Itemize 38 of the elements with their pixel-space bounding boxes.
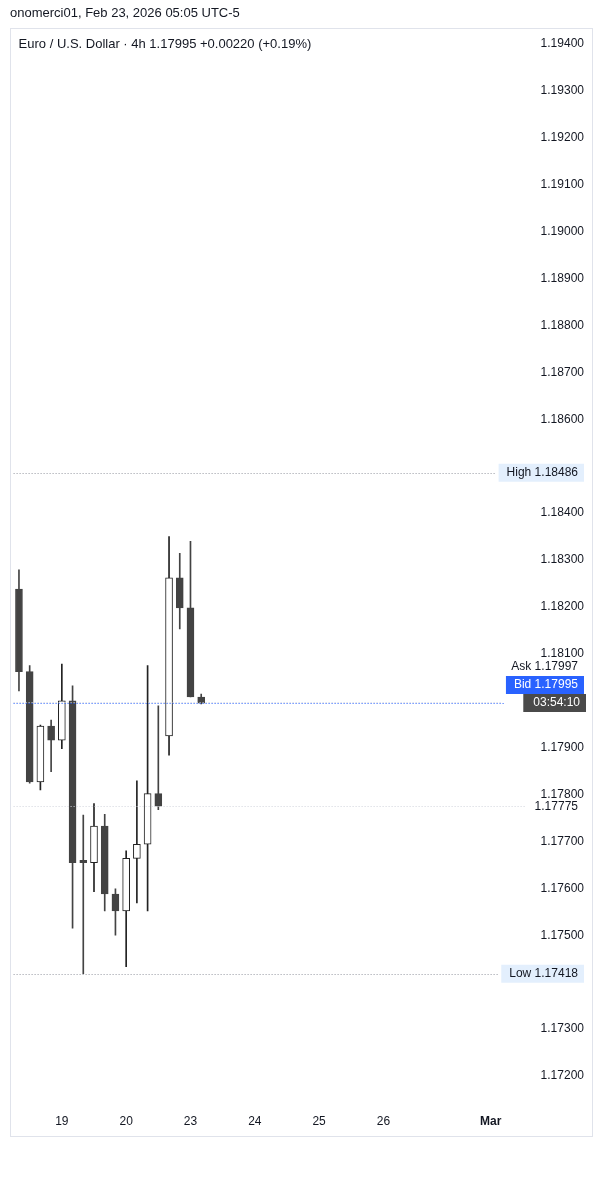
y-tick-label: 1.18700: [540, 364, 585, 379]
y-tick-label: 1.17300: [540, 1021, 585, 1036]
text: onomerci01, Feb 23, 2026 05:05 UTC-5: [10, 5, 240, 21]
x-tick-label: 24: [248, 1113, 262, 1128]
y-tick-label: 1.17700: [540, 833, 585, 848]
y-tick-label: 1.18100: [540, 646, 585, 661]
y-tick-label: 1.19100: [540, 177, 585, 192]
ref-line-label: Bid 1.17995: [513, 677, 579, 692]
y-tick-label: 1.19400: [540, 36, 585, 51]
x-tick-label: 25: [312, 1113, 327, 1128]
x-tick-label: 23: [183, 1113, 198, 1128]
x-tick-label: Mar: [479, 1113, 502, 1128]
y-tick-label: 1.19000: [540, 223, 585, 238]
y-tick-label: 1.17200: [540, 1068, 585, 1083]
y-tick-label: 1.19300: [540, 83, 585, 98]
candlestick: [154, 705, 163, 810]
y-tick-label: 1.18800: [540, 317, 585, 332]
y-tick-label: 1.17800: [540, 786, 585, 801]
y-tick-label: 1.17500: [540, 927, 585, 942]
x-tick-label: 19: [55, 1113, 69, 1128]
y-tick-label: 1.18300: [540, 552, 585, 567]
y-tick-label: 1.18900: [540, 270, 585, 285]
text: 03:54:10: [533, 695, 581, 710]
chart-title: Euro / U.S. Dollar · 4h 1.17995 +0.00220 (+0.19%): [18, 35, 312, 51]
y-tick-label: 1.18200: [540, 599, 585, 614]
y-tick-label: 1.17600: [540, 880, 585, 895]
ref-line-label: High 1.18486: [506, 465, 579, 480]
ref-line-label: 1.17775: [534, 798, 579, 813]
x-tick-label: 26: [376, 1113, 391, 1128]
candlestick: [79, 814, 88, 975]
x-tick-label: 20: [119, 1113, 134, 1128]
y-tick-label: 1.19200: [540, 130, 585, 145]
y-tick-label: 1.18600: [540, 411, 585, 426]
ref-line-label: Ask 1.17997: [511, 659, 579, 674]
candlestick: [133, 780, 141, 904]
y-tick-label: 1.18400: [540, 505, 585, 520]
ref-line-label: Low 1.17418: [509, 966, 579, 981]
y-tick-label: 1.17900: [540, 739, 585, 754]
